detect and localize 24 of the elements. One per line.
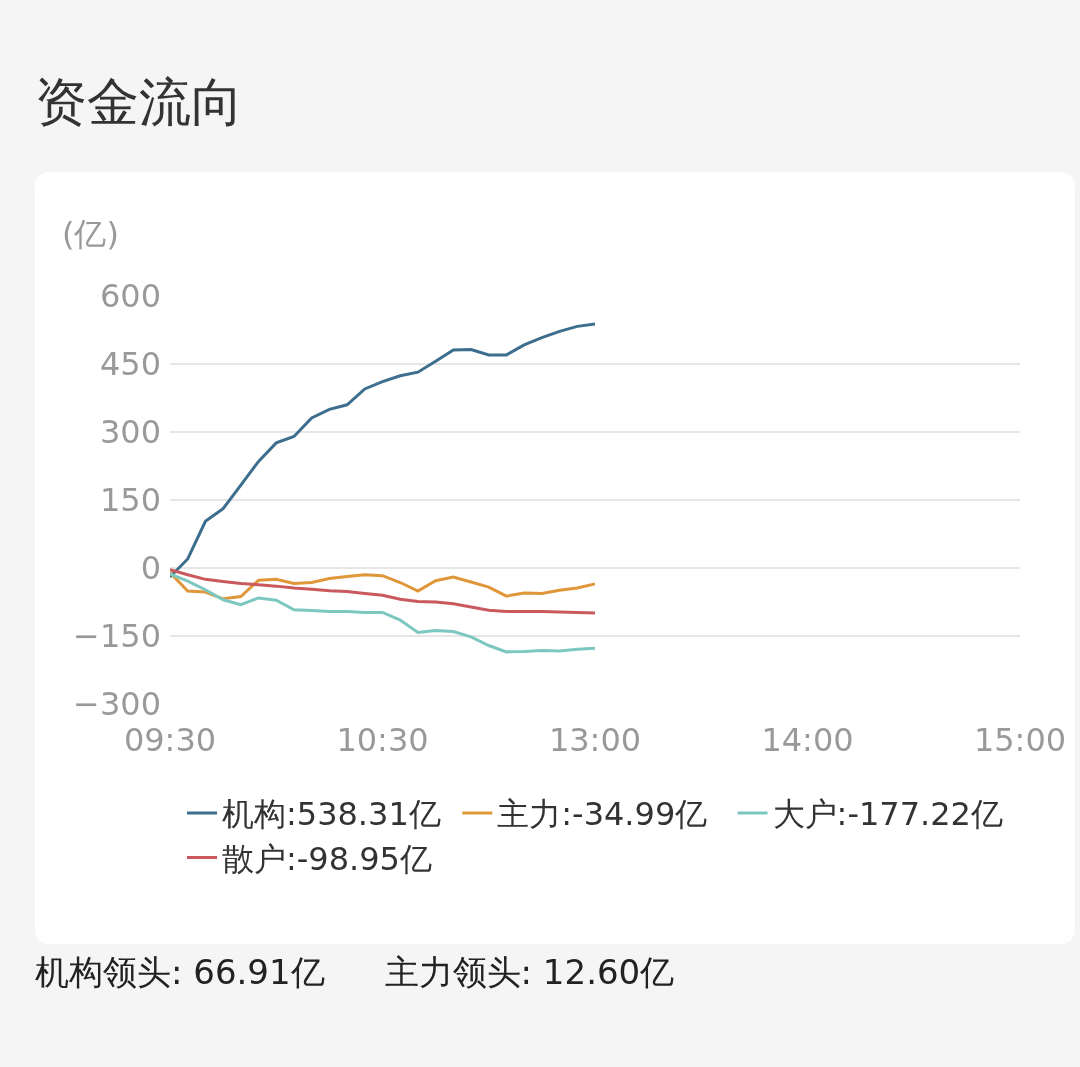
legend-label: 大户:-177.22亿 [772,795,1003,834]
line-series [170,571,597,601]
legend-label: 机构:538.31亿 [222,795,441,834]
line-series [170,322,597,579]
line-series [170,568,597,615]
y-axis-title: (亿) [62,215,119,253]
y-tick-label: 0 [140,549,161,588]
text: 机构领头: 66.91亿 [35,951,325,994]
x-tick-label: 14:00 [761,721,854,759]
y-tick-label: 150 [99,481,161,520]
legend-label: 散户:-98.95亿 [222,839,432,878]
y-tick-label: 300 [99,413,161,452]
x-tick-label: 10:30 [336,721,429,759]
x-tick-label: 09:30 [123,721,217,759]
y-tick-label: 450 [99,345,161,384]
line-series [170,572,597,654]
text: 主力领头: 12.60亿 [384,951,675,994]
y-tick-label: −150 [73,617,161,656]
legend-label: 主力:-34.99亿 [497,795,708,834]
y-tick-label: −300 [73,685,161,724]
y-tick-label: 600 [99,277,161,316]
x-tick-label: 15:00 [973,721,1067,759]
chart-title: 资金流向 [35,71,243,134]
x-tick-label: 13:00 [548,721,642,759]
